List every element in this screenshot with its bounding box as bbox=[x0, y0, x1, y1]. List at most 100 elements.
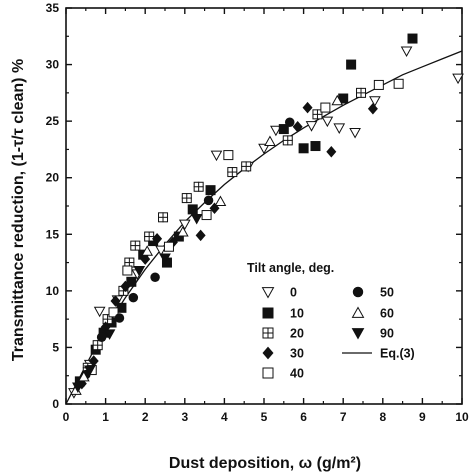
legend-marker-30deg bbox=[262, 346, 274, 360]
data-point-90deg bbox=[190, 213, 203, 225]
data-point-10deg bbox=[346, 59, 357, 70]
data-point-20deg bbox=[282, 135, 293, 146]
data-point-30deg bbox=[195, 229, 206, 242]
data-point-90deg bbox=[72, 382, 84, 394]
data-point-90deg bbox=[83, 365, 96, 377]
data-point-20deg bbox=[158, 212, 169, 223]
data-point-50deg bbox=[128, 292, 139, 303]
data-point-40deg bbox=[320, 102, 331, 113]
y-tick-label: 30 bbox=[46, 58, 60, 72]
data-point-30deg bbox=[326, 145, 337, 158]
data-point-20deg bbox=[356, 87, 367, 98]
x-tick-label: 8 bbox=[379, 410, 386, 424]
data-point-0deg bbox=[349, 127, 361, 139]
data-point-0deg bbox=[258, 143, 270, 155]
legend-title: Tilt angle, deg. bbox=[247, 261, 334, 275]
data-point-40deg bbox=[122, 265, 133, 276]
data-point-10deg bbox=[116, 302, 127, 313]
data-point-0deg bbox=[93, 306, 106, 318]
data-point-20deg bbox=[241, 161, 252, 172]
legend-marker-40deg bbox=[262, 367, 274, 379]
data-point-20deg bbox=[144, 231, 155, 242]
x-tick-label: 4 bbox=[221, 410, 228, 424]
data-point-0deg bbox=[305, 121, 318, 132]
data-point-50deg bbox=[203, 195, 214, 206]
data-point-20deg bbox=[130, 240, 141, 251]
legend: Tilt angle, deg. 0 10 20 30 40 50 60 90 Eq.(3) bbox=[247, 261, 415, 381]
legend-label-20: 20 bbox=[290, 327, 304, 341]
legend-label-0: 0 bbox=[290, 286, 297, 300]
data-point-20deg bbox=[227, 167, 238, 178]
data-point-40deg bbox=[163, 241, 174, 252]
x-axis-label: Dust deposition, ω (g/m²) bbox=[169, 455, 361, 472]
x-tick-label: 0 bbox=[63, 410, 70, 424]
x-tick-label: 1 bbox=[102, 410, 109, 424]
data-point-30deg bbox=[120, 280, 131, 293]
data-point-90deg bbox=[159, 253, 171, 265]
y-axis-label: Transmittance reduction, (1-τ/τ clean) % bbox=[10, 59, 27, 361]
data-point-10deg bbox=[173, 231, 184, 242]
data-point-50deg bbox=[96, 332, 107, 342]
data-point-10deg bbox=[161, 257, 172, 268]
legend-marker-60deg bbox=[351, 306, 365, 318]
data-point-0deg bbox=[178, 219, 191, 231]
data-point-60deg bbox=[331, 94, 344, 106]
data-point-0deg bbox=[400, 46, 413, 58]
data-point-10deg bbox=[205, 185, 216, 196]
legend-label-90: 90 bbox=[380, 327, 394, 341]
legend-marker-90deg bbox=[351, 328, 365, 340]
data-point-40deg bbox=[201, 210, 212, 221]
x-tick-label: 9 bbox=[419, 410, 426, 424]
legend-marker-50deg bbox=[352, 286, 364, 298]
data-point-30deg bbox=[152, 233, 163, 245]
data-point-10deg bbox=[310, 141, 321, 152]
data-point-20deg bbox=[181, 193, 192, 204]
data-point-10deg bbox=[338, 93, 349, 104]
data-point-10deg bbox=[298, 143, 309, 154]
y-tick-label: 15 bbox=[46, 227, 60, 241]
y-tick-label: 0 bbox=[52, 397, 59, 411]
data-point-0deg bbox=[333, 123, 346, 134]
data-point-60deg bbox=[214, 195, 227, 206]
data-point-0deg bbox=[369, 96, 381, 107]
legend-label-10: 10 bbox=[290, 307, 304, 321]
data-point-40deg bbox=[223, 150, 234, 161]
legend-marker-20deg bbox=[262, 327, 274, 339]
axis-ticks: 0 1 2 3 4 5 6 7 8 9 10 0 5 10 15 20 25 30 35 bbox=[46, 1, 469, 424]
legend-label-60: 60 bbox=[380, 307, 394, 321]
data-point-50deg bbox=[284, 117, 295, 128]
legend-marker-0deg bbox=[261, 287, 275, 299]
y-tick-label: 10 bbox=[46, 284, 60, 298]
data-point-40deg bbox=[373, 79, 384, 90]
y-tick-label: 20 bbox=[46, 171, 60, 185]
x-tick-label: 6 bbox=[300, 410, 307, 424]
data-point-10deg bbox=[278, 124, 289, 135]
data-point-40deg bbox=[393, 78, 404, 89]
plot-frame bbox=[65, 7, 463, 405]
data-point-0deg bbox=[452, 73, 464, 85]
plot-border bbox=[65, 7, 463, 405]
data-point-20deg bbox=[193, 181, 204, 192]
y-tick-label: 35 bbox=[46, 1, 60, 15]
data-point-30deg bbox=[367, 102, 378, 115]
data-point-50deg bbox=[150, 272, 160, 283]
data-point-10deg bbox=[407, 33, 418, 44]
data-point-0deg bbox=[210, 150, 223, 162]
data-point-10deg bbox=[126, 276, 137, 287]
x-tick-label: 10 bbox=[455, 410, 469, 424]
y-tick-label: 25 bbox=[46, 114, 60, 128]
legend-label-Eq.(3): Eq.(3) bbox=[380, 347, 415, 361]
y-tick-label: 5 bbox=[52, 340, 59, 354]
data-point-30deg bbox=[88, 355, 99, 367]
legend-label-50: 50 bbox=[380, 286, 394, 300]
data-point-0deg bbox=[321, 116, 334, 128]
data-point-10deg bbox=[98, 327, 109, 338]
data-point-40deg bbox=[108, 307, 119, 318]
x-tick-label: 7 bbox=[340, 410, 347, 424]
x-tick-label: 2 bbox=[142, 410, 149, 424]
x-tick-label: 3 bbox=[181, 410, 188, 424]
data-point-0deg bbox=[270, 125, 282, 137]
data-points bbox=[68, 33, 464, 399]
data-point-60deg bbox=[141, 245, 154, 256]
